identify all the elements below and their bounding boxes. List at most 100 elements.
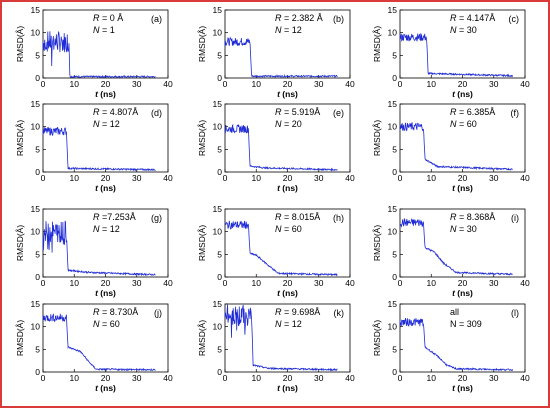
y-tick-label: 15 (388, 5, 398, 15)
y-tick-label: 0 (392, 272, 397, 282)
x-tick-label: 30 (489, 278, 499, 288)
y-tick-label: 10 (388, 122, 398, 132)
x-tick-label: 0 (398, 278, 403, 288)
x-tick-label: 10 (70, 373, 80, 383)
n-variable: N (275, 224, 282, 234)
y-axis-label: RMSD(Å) (372, 225, 382, 262)
y-tick-label: 15 (213, 299, 223, 309)
x-tick-label: 0 (398, 173, 403, 183)
x-tick-label: 40 (520, 79, 530, 89)
x-tick-label: 30 (314, 373, 324, 383)
x-tick-label: 40 (520, 173, 530, 183)
y-tick-label: 5 (392, 144, 397, 154)
y-tick-label: 0 (217, 367, 222, 377)
y-axis-label: RMSD(Å) (15, 120, 25, 157)
x-tick-label: 20 (458, 173, 468, 183)
panel-f: 0 10 20 30 40 0 5 10 15 RMSD(Å) t (ns) R = 6.385Å N … (372, 99, 530, 193)
n-value: = 60 (100, 319, 120, 329)
r-variable: R (93, 107, 100, 117)
y-tick-label: 0 (35, 367, 40, 377)
rmsd-series-line (399, 122, 513, 171)
rmsd-series-line (399, 33, 513, 78)
y-tick-label: 0 (217, 167, 222, 177)
rmsd-series-line (399, 217, 513, 276)
n-variable: N (275, 319, 282, 329)
x-tick-label: 40 (345, 173, 355, 183)
x-tick-label: 30 (489, 79, 499, 89)
x-tick-label: 0 (41, 173, 46, 183)
panel-e: 0 10 20 30 40 0 5 10 15 RMSD(Å) t (ns) R = 5.919Å N … (197, 99, 355, 193)
y-axis-label: RMSD(Å) (197, 320, 207, 357)
n-value: = 1 (100, 25, 115, 35)
r-variable: R (93, 307, 100, 317)
x-tick-label: 30 (132, 173, 142, 183)
x-tick-label: 40 (345, 278, 355, 288)
rmsd-series-line (42, 31, 156, 79)
x-axis-unit: (ns) (280, 89, 298, 99)
x-axis-unit: (ns) (280, 183, 298, 193)
x-tick-label: 10 (427, 373, 437, 383)
annotation-r: R = 4.807Å (93, 107, 138, 117)
x-tick-label: 10 (252, 373, 262, 383)
rmsd-series-line (42, 126, 156, 172)
x-tick-label: 0 (223, 278, 228, 288)
annotation-n: N = 12 (93, 119, 120, 129)
panel-label: (j) (154, 308, 162, 318)
x-axis-unit: (ns) (98, 383, 116, 393)
x-tick-label: 0 (398, 79, 403, 89)
y-tick-label: 0 (35, 272, 40, 282)
x-axis-label: t (ns) (277, 288, 298, 298)
x-tick-label: 20 (101, 79, 111, 89)
x-tick-label: 20 (101, 373, 111, 383)
y-tick-label: 0 (392, 73, 397, 83)
panel-label: (b) (333, 14, 344, 24)
y-tick-label: 5 (392, 50, 397, 60)
panel-label: (e) (333, 108, 344, 118)
x-axis-unit: (ns) (98, 288, 116, 298)
y-tick-label: 5 (35, 50, 40, 60)
rmsd-series-line (224, 220, 338, 277)
x-axis-variable: t (452, 383, 456, 393)
y-tick-label: 0 (392, 367, 397, 377)
x-tick-label: 0 (41, 79, 46, 89)
y-tick-label: 15 (31, 204, 41, 214)
y-tick-label: 5 (392, 344, 397, 354)
rmsd-series-line (42, 313, 156, 372)
y-tick-label: 5 (217, 344, 222, 354)
x-tick-label: 20 (458, 278, 468, 288)
n-variable: N (93, 25, 100, 35)
panel-h: 0 10 20 30 40 0 5 10 15 RMSD(Å) t (ns) R = 8.015Å N … (197, 204, 355, 298)
x-axis-label: t (ns) (95, 383, 116, 393)
x-tick-label: 40 (520, 278, 530, 288)
panel-label: (a) (151, 14, 162, 24)
panel-i: 0 10 20 30 40 0 5 10 15 RMSD(Å) t (ns) R = 8.368Å N … (372, 204, 530, 298)
y-tick-label: 0 (392, 167, 397, 177)
y-axis-label: RMSD(Å) (372, 320, 382, 357)
y-tick-label: 15 (213, 204, 223, 214)
x-tick-label: 20 (101, 278, 111, 288)
y-tick-label: 10 (388, 28, 398, 38)
x-tick-label: 40 (163, 79, 173, 89)
n-variable: N (450, 224, 457, 234)
y-tick-label: 0 (35, 167, 40, 177)
annotation-r: R = 5.919Å (275, 107, 320, 117)
annotation-n: N = 12 (93, 224, 120, 234)
x-tick-label: 40 (163, 373, 173, 383)
annotation-n: N = 60 (275, 224, 302, 234)
n-value: = 20 (282, 119, 302, 129)
r-value: = 9.698Å (282, 307, 321, 317)
x-axis-label: t (ns) (452, 288, 473, 298)
rmsd-series-line (224, 304, 338, 372)
x-tick-label: 30 (489, 173, 499, 183)
y-tick-label: 5 (392, 249, 397, 259)
r-value: = 2.382 Å (282, 13, 323, 23)
r-value: = 4.807Å (100, 107, 139, 117)
x-tick-label: 20 (283, 79, 293, 89)
x-tick-label: 30 (489, 373, 499, 383)
annotation-n: N = 60 (93, 319, 120, 329)
annotation-r: R =7.253Å (93, 212, 136, 222)
panel-c: 0 10 20 30 40 0 5 10 15 RMSD(Å) t (ns) R = 4.147Å N … (372, 5, 530, 99)
